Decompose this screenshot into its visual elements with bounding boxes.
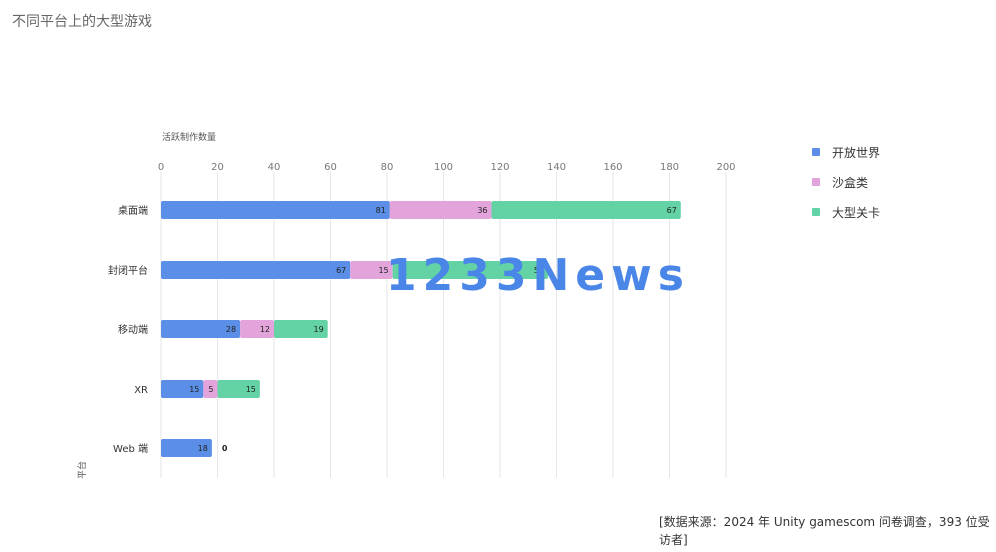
data-label: 5	[208, 385, 213, 394]
data-label: 81	[376, 206, 386, 215]
bar-segment	[217, 380, 260, 398]
bar-segment	[491, 201, 681, 219]
chart-legend: 开放世界 沙盒类 大型关卡	[812, 137, 880, 227]
data-label: 15	[378, 266, 388, 275]
x-axis-title: 活跃制作数量	[162, 131, 216, 143]
bar-segment	[203, 380, 218, 398]
legend-item-sandbox[interactable]: 沙盒类	[812, 167, 880, 197]
data-label: 36	[477, 206, 487, 215]
bar-segment	[161, 380, 204, 398]
data-label: 19	[313, 325, 323, 334]
x-tick-label: 100	[434, 162, 453, 173]
y-category-label: 封闭平台	[108, 264, 148, 277]
x-tick-label: 200	[716, 162, 735, 173]
bar-segment	[161, 201, 390, 219]
y-axis-title: 平台	[76, 461, 88, 479]
data-label: 15	[246, 385, 256, 394]
data-label: 67	[667, 206, 677, 215]
bar-segment	[389, 201, 492, 219]
data-label: 28	[226, 325, 236, 334]
x-tick-label: 20	[211, 162, 224, 173]
y-category-label: Web 端	[113, 442, 148, 455]
x-tick-label: 60	[324, 162, 337, 173]
bar-segment	[350, 261, 393, 279]
bar-segment	[161, 439, 212, 457]
data-label: 12	[260, 325, 270, 334]
chart-title: 不同平台上的大型游戏	[12, 14, 152, 30]
x-tick-label: 40	[268, 162, 281, 173]
data-label: 15	[189, 385, 199, 394]
x-tick-label: 120	[490, 162, 509, 173]
source-note: [数据来源：2024 年 Unity gamescom 问卷调查，393 位受访…	[659, 515, 990, 547]
bar-segment	[274, 320, 328, 338]
x-tick-label: 0	[158, 162, 164, 173]
bar-segment	[392, 261, 549, 279]
data-label: 55	[534, 266, 544, 275]
legend-item-open-world[interactable]: 开放世界	[812, 137, 880, 167]
legend-swatch	[812, 208, 820, 216]
legend-item-large-level[interactable]: 大型关卡	[812, 197, 880, 227]
legend-label: 沙盒类	[832, 175, 869, 190]
bar-segment	[161, 320, 241, 338]
x-tick-label: 80	[381, 162, 394, 173]
legend-swatch	[812, 178, 820, 186]
bar-segment	[161, 261, 351, 279]
x-tick-label: 160	[603, 162, 622, 173]
y-category-label: 移动端	[118, 323, 148, 336]
data-label: 0	[222, 444, 228, 453]
legend-swatch	[812, 148, 820, 156]
data-label: 67	[336, 266, 346, 275]
y-category-label: 桌面端	[118, 204, 148, 217]
watermark-logo: 1233News	[386, 250, 690, 301]
legend-label: 大型关卡	[832, 205, 881, 220]
data-label: 18	[198, 444, 208, 453]
legend-label: 开放世界	[832, 145, 881, 160]
bar-segment	[240, 320, 274, 338]
x-tick-label: 140	[547, 162, 566, 173]
y-category-label: XR	[134, 385, 148, 396]
x-tick-label: 180	[660, 162, 679, 173]
